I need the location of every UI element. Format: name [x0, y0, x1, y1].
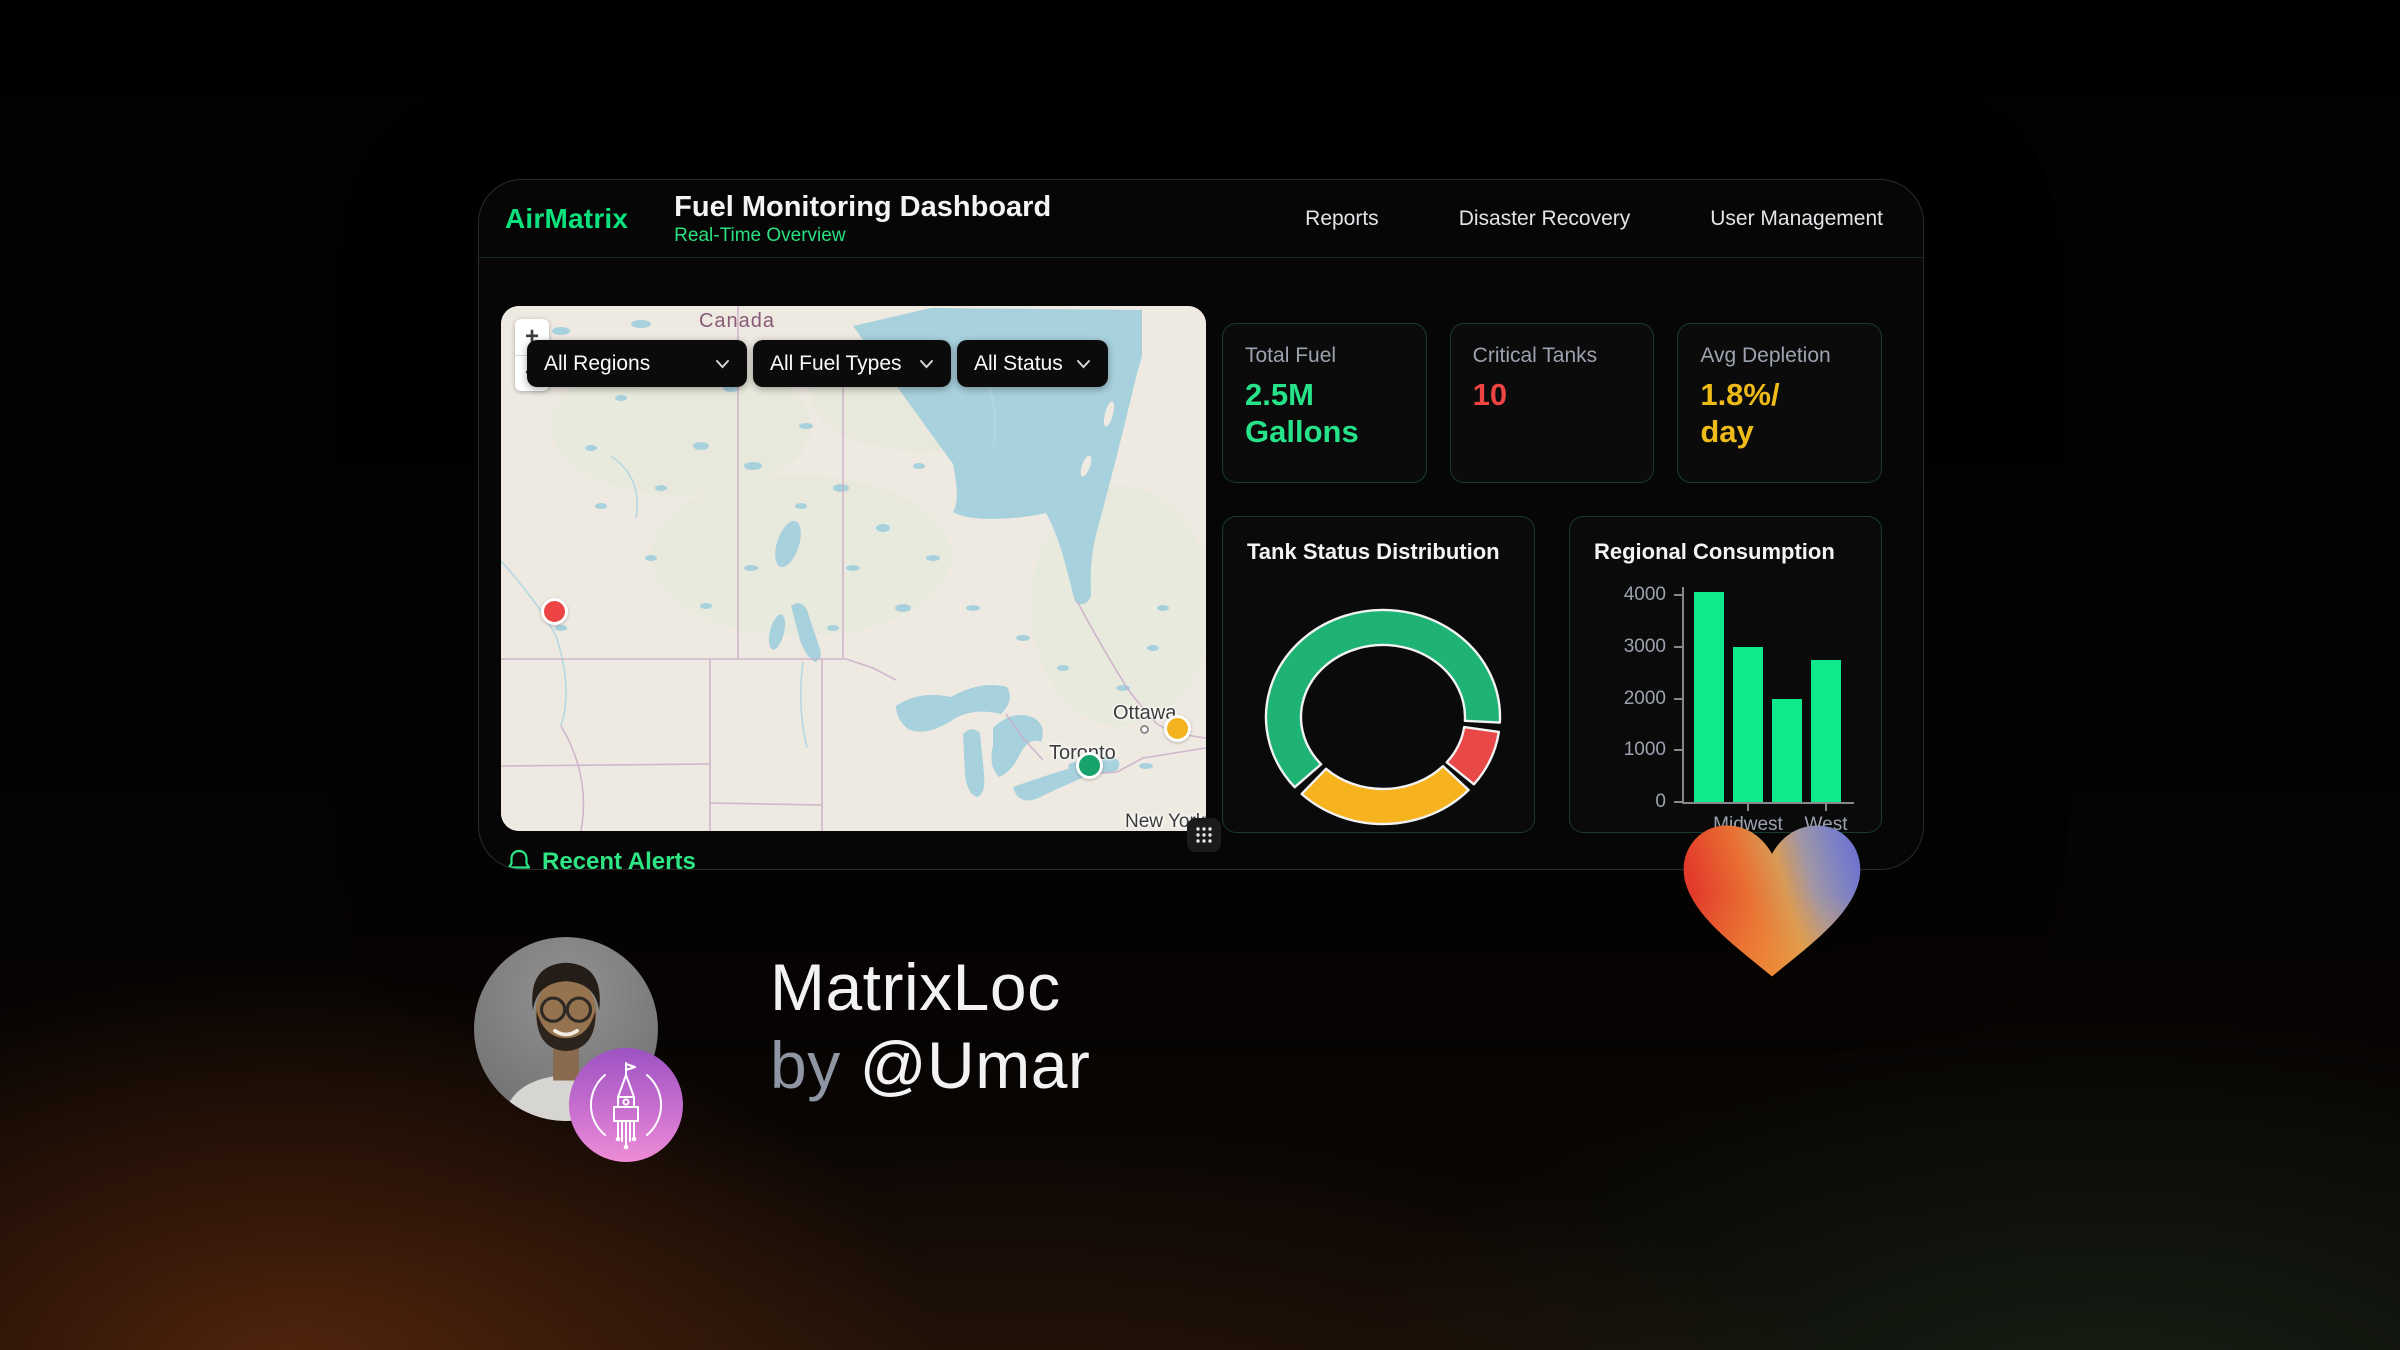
donut-segment	[1300, 764, 1470, 826]
dashboard-window: AirMatrix Fuel Monitoring Dashboard Real…	[478, 179, 1924, 870]
regional-consumption-chart-card: Regional Consumption 0 1000 2000 3000 4000 Mi…	[1569, 516, 1882, 835]
stat-label: Total Fuel	[1245, 344, 1337, 367]
app-name: MatrixLoc	[770, 950, 1061, 1024]
recent-alerts-title: Recent Alerts	[542, 848, 696, 870]
fuel-type-filter-dropdown[interactable]: All Fuel Types	[753, 340, 951, 387]
title-block: Fuel Monitoring Dashboard Real-Time Over…	[674, 191, 1051, 247]
chevron-down-icon	[716, 359, 729, 368]
y-tick-label: 3000	[1623, 635, 1666, 657]
x-axis	[1682, 802, 1854, 804]
bell-icon	[507, 849, 531, 869]
y-tick-label: 4000	[1623, 584, 1666, 605]
nav-item-disaster-recovery[interactable]: Disaster Recovery	[1458, 206, 1631, 230]
brand-logo: AirMatrix	[505, 202, 629, 234]
y-tick-mark	[1674, 801, 1682, 803]
x-tick-mark	[1825, 804, 1827, 811]
grip-dots-icon	[1196, 827, 1212, 843]
stat-value: 10	[1472, 377, 1508, 412]
drag-handle-icon[interactable]	[1187, 818, 1221, 852]
fuel-type-filter-value: All Fuel Types	[770, 351, 902, 375]
chevron-down-icon	[920, 359, 933, 368]
donut-segment	[1445, 725, 1501, 786]
tank-marker[interactable]	[540, 597, 568, 625]
y-tick-label: 2000	[1623, 687, 1666, 709]
y-tick-mark	[1674, 594, 1682, 596]
promo-text: MatrixLoc by @Umar	[770, 948, 1090, 1104]
bar	[1811, 659, 1841, 802]
map-filters: All Regions All Fuel Types All Status	[527, 340, 1108, 387]
y-tick-mark	[1674, 697, 1682, 700]
status-filter-value: All Status	[974, 351, 1063, 375]
stat-card-avg-depletion: Avg Depletion 1.8%/ day	[1677, 323, 1882, 483]
tank-marker[interactable]	[1163, 714, 1191, 742]
page-subtitle: Real-Time Overview	[674, 224, 846, 246]
stat-value: 2.5M Gallons	[1245, 377, 1359, 449]
x-tick-mark	[1747, 804, 1749, 811]
stat-card-total-fuel: Total Fuel 2.5M Gallons	[1222, 323, 1427, 483]
stat-card-critical-tanks: Critical Tanks 10	[1449, 323, 1655, 483]
map-label-new-york: New York	[1125, 811, 1206, 831]
right-column: Total Fuel 2.5M Gallons Critical Tanks 1…	[1222, 323, 1882, 835]
top-nav: Reports Disaster Recovery User Managemen…	[1305, 207, 1883, 231]
tank-marker[interactable]	[1075, 751, 1103, 779]
ottawa-town-dot	[1140, 725, 1149, 734]
y-tick-mark	[1674, 645, 1682, 648]
y-tick-label: 0	[1655, 791, 1666, 812]
stats-row: Total Fuel 2.5M Gallons Critical Tanks 1…	[1222, 323, 1882, 483]
nav-item-reports[interactable]: Reports	[1305, 206, 1379, 230]
bar	[1694, 592, 1724, 802]
status-filter-dropdown[interactable]: All Status	[957, 340, 1108, 387]
region-filter-value: All Regions	[544, 351, 651, 375]
bar	[1733, 646, 1763, 802]
chart-title: Tank Status Distribution	[1247, 539, 1500, 564]
bar	[1772, 698, 1802, 802]
heart-icon	[1677, 818, 1867, 988]
map-country-label: Canada	[698, 310, 776, 332]
tank-status-chart-card: Tank Status Distribution	[1222, 516, 1535, 833]
nav-item-user-management[interactable]: User Management	[1710, 206, 1883, 230]
chevron-down-icon	[1077, 359, 1090, 368]
byline: by @Umar	[770, 1026, 1090, 1104]
y-tick-label: 1000	[1623, 739, 1666, 761]
map-label-ottawa: Ottawa	[1113, 702, 1177, 724]
stat-value: 1.8%/ day	[1700, 377, 1780, 449]
page-title: Fuel Monitoring Dashboard	[674, 190, 1052, 223]
region-filter-dropdown[interactable]: All Regions	[527, 340, 747, 387]
charts-row: Tank Status Distribution Regional Consum…	[1222, 516, 1882, 835]
chart-title: Regional Consumption	[1594, 539, 1835, 564]
clocktower-badge-icon	[569, 1048, 683, 1162]
donut-segment	[1264, 608, 1502, 789]
app-header: AirMatrix Fuel Monitoring Dashboard Real…	[479, 180, 1923, 258]
y-tick-mark	[1674, 749, 1682, 752]
stat-label: Critical Tanks	[1472, 344, 1598, 367]
y-axis	[1682, 587, 1684, 802]
map-panel[interactable]: Canada + − All Regions All Fuel Types Al…	[501, 306, 1206, 831]
tank-status-donut-chart	[1264, 608, 1502, 826]
stat-label: Avg Depletion	[1700, 344, 1831, 367]
author-handle: @Umar	[859, 1028, 1091, 1102]
byline-prefix: by	[770, 1028, 841, 1102]
recent-alerts-header: Recent Alerts	[506, 848, 696, 870]
